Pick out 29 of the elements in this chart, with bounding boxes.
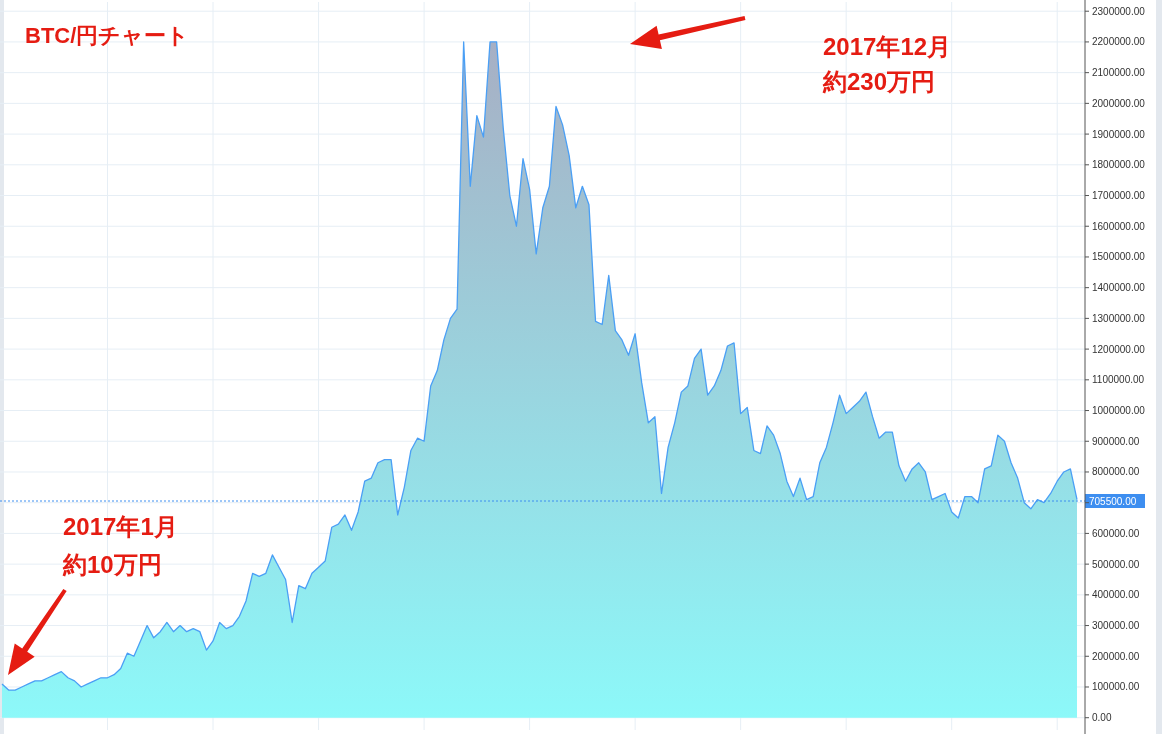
y-tick-label: 300000.00 bbox=[1092, 620, 1140, 632]
annotation: 2017年12月 bbox=[823, 33, 952, 60]
annotation: 約230万円 bbox=[822, 68, 936, 95]
y-tick-label: 1100000.00 bbox=[1092, 374, 1145, 386]
y-tick-label: 1900000.00 bbox=[1092, 128, 1146, 140]
y-tick-label: 600000.00 bbox=[1092, 527, 1140, 539]
y-tick-label: 2100000.00 bbox=[1092, 67, 1146, 79]
ref-line-label: 705500.00 bbox=[1089, 496, 1137, 507]
y-tick-label: 1600000.00 bbox=[1092, 220, 1146, 232]
annotation: 約10万円 bbox=[62, 551, 162, 578]
y-tick-label: 2200000.00 bbox=[1092, 36, 1146, 48]
y-tick-label: 1300000.00 bbox=[1092, 312, 1146, 324]
y-tick-label: 500000.00 bbox=[1092, 558, 1140, 570]
y-tick-label: 1500000.00 bbox=[1092, 251, 1146, 263]
y-tick-label: 1700000.00 bbox=[1092, 190, 1146, 202]
y-tick-label: 1400000.00 bbox=[1092, 282, 1146, 294]
y-tick-label: 1200000.00 bbox=[1092, 343, 1146, 355]
y-tick-label: 0.00 bbox=[1092, 712, 1112, 724]
text: BTC/円チャート bbox=[25, 23, 190, 48]
y-tick-label: 1000000.00 bbox=[1092, 405, 1146, 417]
annotation: 2017年1月 bbox=[63, 513, 178, 540]
y-tick-label: 2300000.00 bbox=[1092, 5, 1146, 17]
y-tick-label: 200000.00 bbox=[1092, 650, 1140, 662]
y-tick-label: 2000000.00 bbox=[1092, 97, 1146, 109]
y-tick-label: 900000.00 bbox=[1092, 435, 1140, 447]
y-tick-label: 1800000.00 bbox=[1092, 159, 1146, 171]
y-tick-label: 800000.00 bbox=[1092, 466, 1140, 478]
y-tick-label: 100000.00 bbox=[1092, 681, 1140, 693]
y-tick-label: 400000.00 bbox=[1092, 589, 1140, 601]
